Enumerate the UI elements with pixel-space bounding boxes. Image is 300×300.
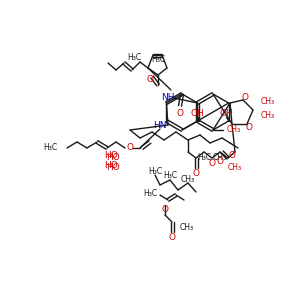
Text: CH₃: CH₃: [227, 125, 241, 134]
Text: H₃C: H₃C: [148, 167, 162, 176]
Text: H₃C: H₃C: [143, 188, 157, 197]
Text: HO: HO: [106, 154, 120, 163]
Text: O: O: [127, 143, 134, 152]
Text: CH₃: CH₃: [181, 175, 195, 184]
Text: O: O: [176, 109, 184, 118]
Text: OH: OH: [220, 109, 233, 118]
Text: NH: NH: [161, 94, 175, 103]
Text: H₃C: H₃C: [163, 172, 177, 181]
Text: CH₃: CH₃: [213, 152, 227, 161]
Text: O: O: [245, 122, 253, 131]
Text: CH₃: CH₃: [261, 98, 275, 106]
Text: O: O: [229, 151, 236, 160]
Text: CH₃: CH₃: [261, 110, 275, 119]
Text: CH₃: CH₃: [180, 224, 194, 232]
Text: H₃C: H₃C: [43, 143, 57, 152]
Text: CH₃: CH₃: [228, 164, 242, 172]
Text: H₃C: H₃C: [127, 52, 141, 62]
Text: O: O: [242, 92, 248, 101]
Text: H₃C: H₃C: [197, 152, 211, 161]
Text: OH: OH: [191, 109, 205, 118]
Text: O: O: [146, 76, 154, 85]
Text: O: O: [161, 206, 169, 214]
Text: HO: HO: [104, 161, 118, 170]
Text: HO: HO: [106, 164, 120, 172]
Text: O: O: [169, 233, 176, 242]
Text: H₃C: H₃C: [151, 56, 165, 64]
Text: O: O: [208, 158, 215, 167]
Text: O: O: [193, 169, 200, 178]
Text: HO: HO: [104, 151, 118, 160]
Text: O: O: [217, 158, 224, 166]
Text: HN: HN: [153, 121, 167, 130]
